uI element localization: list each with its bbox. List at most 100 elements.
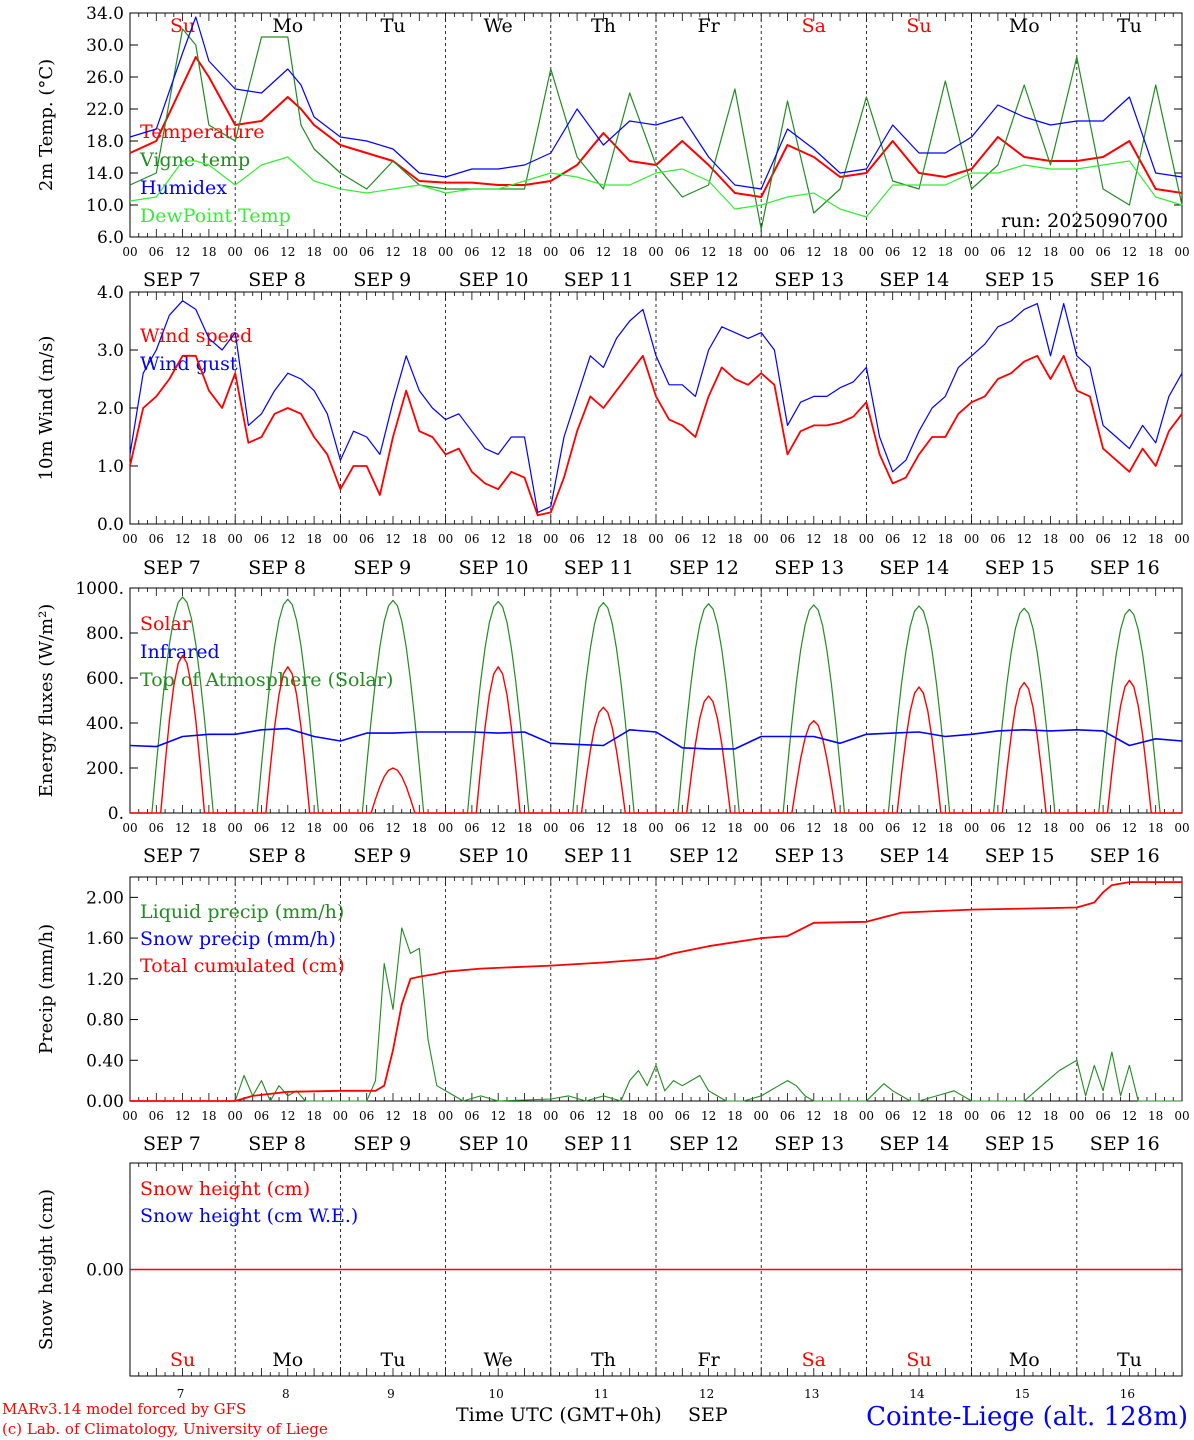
hour-tick-label: 00 xyxy=(859,532,874,546)
legend-entry: Solar xyxy=(140,613,192,635)
hour-tick-label: 12 xyxy=(1017,1109,1032,1123)
hour-tick-label: 18 xyxy=(412,1109,427,1123)
hour-tick-label: 06 xyxy=(885,821,900,835)
hour-tick-label: 12 xyxy=(385,532,400,546)
y-tick-label: 0.40 xyxy=(86,1051,124,1071)
date-label: SEP 8 xyxy=(248,557,306,579)
hour-tick-label: 18 xyxy=(306,532,321,546)
hour-tick-label: 18 xyxy=(1148,1109,1163,1123)
hour-tick-label: 18 xyxy=(832,1109,847,1123)
hour-tick-label: 00 xyxy=(754,1109,769,1123)
day-number: 14 xyxy=(909,1387,925,1401)
y-tick-label: 10.0 xyxy=(86,196,124,216)
hour-tick-label: 06 xyxy=(885,532,900,546)
hour-tick-label: 18 xyxy=(727,532,742,546)
hour-tick-label: 00 xyxy=(543,532,558,546)
y-tick-label: 34.0 xyxy=(86,4,124,24)
hour-tick-label: 18 xyxy=(412,821,427,835)
legend-entry: Snow precip (mm/h) xyxy=(140,928,336,950)
y-tick-label: 0.00 xyxy=(86,1092,124,1112)
y-axis-label: 2m Temp. (°C) xyxy=(36,59,57,191)
hour-tick-label: 12 xyxy=(1122,532,1137,546)
y-tick-label: 18.0 xyxy=(86,132,124,152)
date-label: SEP 12 xyxy=(669,557,739,579)
hour-tick-label: 00 xyxy=(228,1109,243,1123)
date-label: SEP 10 xyxy=(459,557,529,579)
hour-tick-label: 00 xyxy=(438,1109,453,1123)
date-label: SEP 9 xyxy=(353,1133,411,1155)
hour-tick-label: 18 xyxy=(1148,245,1163,259)
day-number: 8 xyxy=(282,1387,290,1401)
hour-tick-label: 06 xyxy=(359,821,374,835)
day-abbrev-bottom: Su xyxy=(170,1349,195,1371)
hour-tick-label: 18 xyxy=(727,245,742,259)
series-dewpoint-temp xyxy=(129,156,1183,218)
hour-tick-label: 18 xyxy=(622,821,637,835)
date-label: SEP 14 xyxy=(879,557,949,579)
hour-tick-label: 18 xyxy=(938,1109,953,1123)
y-tick-label: 1.60 xyxy=(86,929,124,949)
hour-tick-label: 12 xyxy=(175,1109,190,1123)
date-label: SEP 12 xyxy=(669,269,739,291)
hour-tick-label: 06 xyxy=(254,821,269,835)
hour-tick-label: 00 xyxy=(333,532,348,546)
date-label: SEP 8 xyxy=(248,269,306,291)
hour-tick-label: 18 xyxy=(622,245,637,259)
hour-tick-label: 00 xyxy=(648,532,663,546)
day-abbrev-bottom: Tu xyxy=(381,1349,406,1371)
day-number: 9 xyxy=(387,1387,395,1401)
hour-tick-label: 18 xyxy=(517,245,532,259)
hour-tick-label: 18 xyxy=(938,245,953,259)
copyright-credit: (c) Lab. of Climatology, University of L… xyxy=(2,1420,328,1438)
hour-tick-label: 06 xyxy=(254,1109,269,1123)
hour-tick-label: 18 xyxy=(1043,245,1058,259)
hour-tick-label: 12 xyxy=(911,532,926,546)
y-tick-label: 0. xyxy=(108,804,124,824)
hour-tick-label: 06 xyxy=(569,1109,584,1123)
hour-tick-label: 18 xyxy=(938,821,953,835)
day-abbrev-bottom: Fr xyxy=(697,1349,720,1371)
y-tick-label: 1.0 xyxy=(97,457,124,477)
hour-tick-label: 18 xyxy=(1043,532,1058,546)
legend-entry: Snow height (cm W.E.) xyxy=(140,1205,358,1227)
hour-tick-label: 12 xyxy=(1122,245,1137,259)
hour-tick-label: 00 xyxy=(333,245,348,259)
date-label: SEP 9 xyxy=(353,845,411,867)
hour-tick-label: 18 xyxy=(1148,821,1163,835)
date-label: SEP 16 xyxy=(1090,269,1160,291)
hour-tick-label: 06 xyxy=(359,245,374,259)
day-abbrev: Tu xyxy=(381,15,406,37)
hour-tick-label: 18 xyxy=(201,532,216,546)
hour-tick-label: 00 xyxy=(964,1109,979,1123)
hour-tick-label: 00 xyxy=(438,245,453,259)
date-label: SEP 9 xyxy=(353,269,411,291)
y-tick-label: 4.0 xyxy=(97,283,124,303)
date-label: SEP 9 xyxy=(353,557,411,579)
hour-tick-label: 18 xyxy=(306,1109,321,1123)
hour-tick-label: 18 xyxy=(622,532,637,546)
hour-tick-label: 18 xyxy=(201,821,216,835)
date-label: SEP 8 xyxy=(248,845,306,867)
hour-tick-label: 00 xyxy=(964,821,979,835)
series-total-cumulated-cm- xyxy=(130,881,1182,1102)
hour-tick-label: 06 xyxy=(254,245,269,259)
hour-tick-label: 00 xyxy=(648,245,663,259)
hour-tick-label: 06 xyxy=(464,821,479,835)
date-label: SEP 14 xyxy=(879,845,949,867)
hour-tick-label: 06 xyxy=(675,532,690,546)
hour-tick-label: 00 xyxy=(1174,245,1189,259)
hour-tick-label: 00 xyxy=(333,1109,348,1123)
hour-tick-label: 06 xyxy=(359,532,374,546)
hour-tick-label: 12 xyxy=(806,245,821,259)
hour-tick-label: 06 xyxy=(1095,532,1110,546)
day-number: 12 xyxy=(699,1387,714,1401)
hour-tick-label: 12 xyxy=(280,821,295,835)
y-tick-label: 600. xyxy=(86,669,124,689)
day-abbrev-bottom: Mo xyxy=(1009,1349,1040,1371)
hour-tick-label: 06 xyxy=(149,1109,164,1123)
y-tick-label: 200. xyxy=(86,759,124,779)
hour-tick-label: 12 xyxy=(385,245,400,259)
hour-tick-label: 06 xyxy=(569,532,584,546)
hour-tick-label: 06 xyxy=(990,532,1005,546)
y-tick-label: 0.0 xyxy=(97,515,124,535)
